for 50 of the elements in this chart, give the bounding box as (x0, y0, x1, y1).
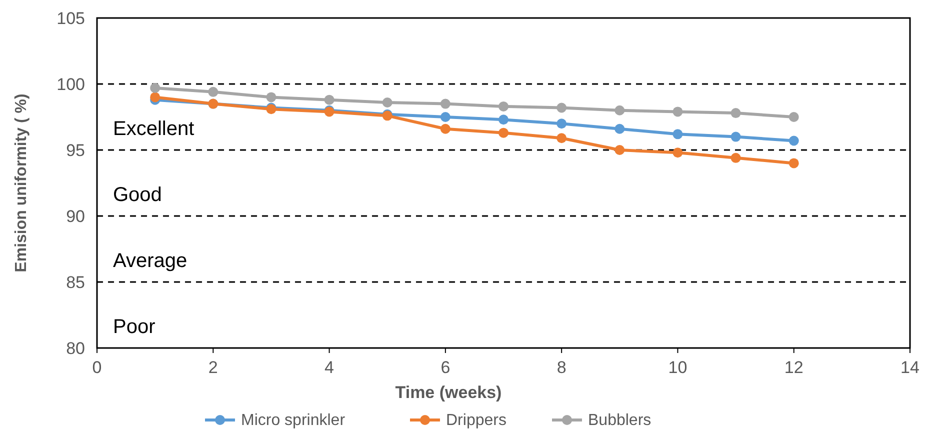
y-axis-title: Emision uniformity ( %) (13, 94, 30, 272)
point (556, 102, 567, 113)
x-tick-label: 14 (900, 358, 920, 377)
x-axis-title: Time (weeks) (395, 383, 502, 402)
point (208, 86, 218, 97)
point (556, 118, 567, 129)
x-tick-label: 6 (440, 358, 450, 377)
annotation: Average (113, 250, 188, 272)
y-tick-label: 80 (66, 339, 85, 358)
point (788, 112, 799, 122)
point (324, 94, 334, 105)
point (788, 136, 799, 146)
x-tick-label: 12 (784, 358, 804, 377)
legend-label: Bubblers (588, 412, 652, 429)
point (730, 108, 741, 118)
legend-label: Drippers (446, 412, 506, 429)
point (788, 158, 799, 168)
point (730, 132, 741, 142)
point (498, 101, 508, 112)
annotation: Poor (113, 316, 156, 338)
annotation: Excellent (113, 118, 195, 140)
y-tick-label: 85 (66, 273, 85, 292)
point (440, 112, 450, 122)
x-tick-label: 10 (668, 358, 688, 377)
x-tick-label: 2 (208, 358, 218, 377)
legend-label: Micro sprinkler (241, 412, 346, 429)
point (498, 128, 508, 138)
point (382, 97, 392, 108)
point (150, 92, 160, 102)
point (498, 114, 508, 125)
point (614, 124, 625, 134)
point (440, 98, 450, 109)
y-tick-label: 100 (56, 75, 85, 94)
x-tick-label: 8 (556, 358, 566, 377)
point (614, 145, 625, 155)
point (672, 106, 683, 117)
point (614, 105, 625, 116)
point (672, 129, 683, 140)
point (730, 152, 741, 163)
x-tick-label: 0 (92, 358, 102, 377)
point (672, 148, 683, 158)
x-tick-label: 4 (324, 358, 334, 377)
y-tick-label: 105 (56, 9, 85, 28)
y-tick-label: 90 (66, 207, 85, 226)
point (556, 133, 567, 144)
y-tick-label: 95 (66, 141, 85, 160)
point (150, 82, 160, 93)
point (266, 92, 276, 102)
point (440, 124, 450, 134)
annotation: Good (113, 184, 162, 206)
